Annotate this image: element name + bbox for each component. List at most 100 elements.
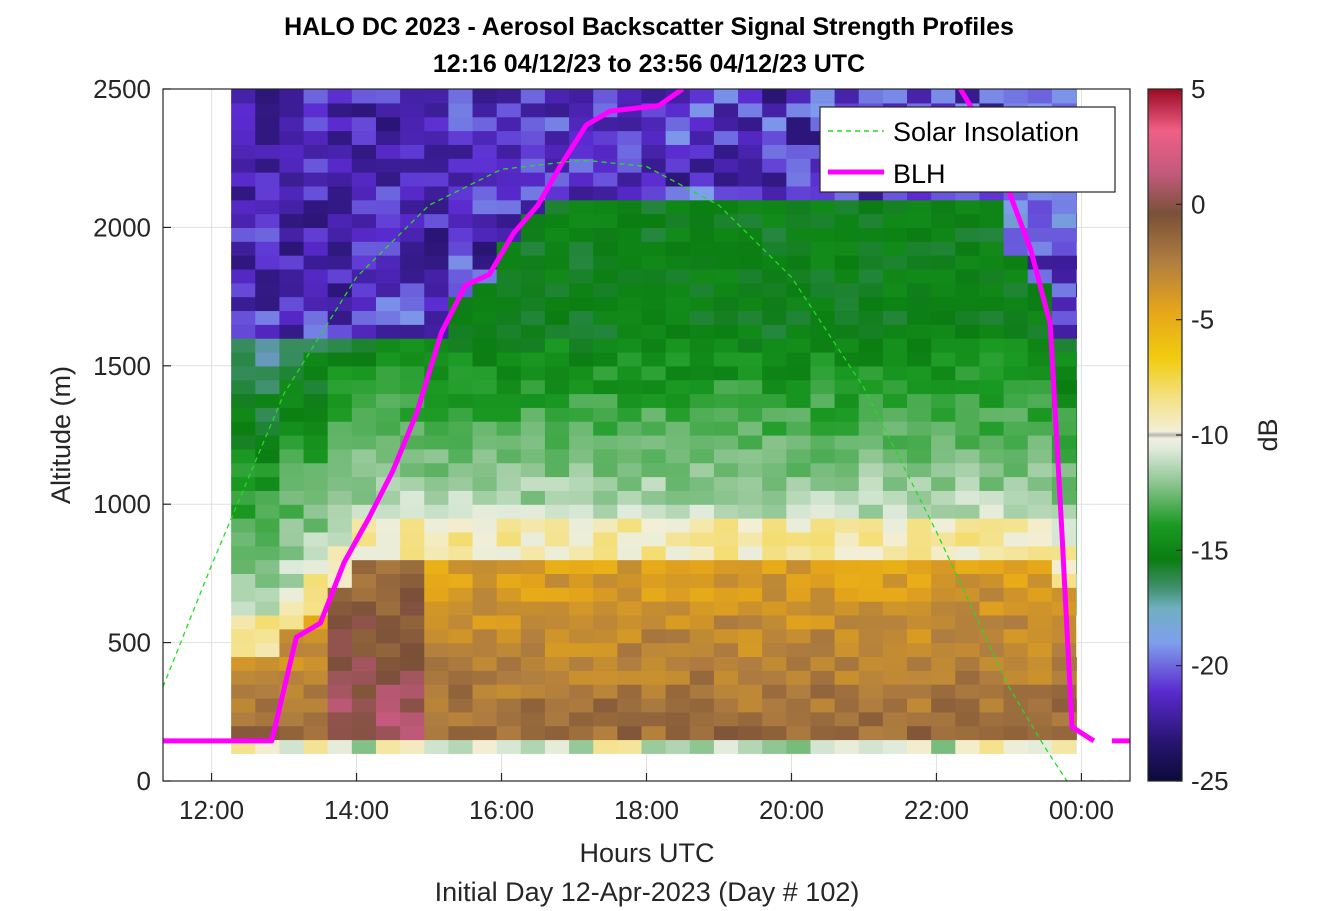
heatmap-cell (931, 531, 956, 547)
heatmap-cell (786, 255, 812, 270)
heatmap-cell (1027, 628, 1053, 644)
heatmap-cell (907, 531, 932, 547)
heatmap-cell (1076, 573, 1077, 588)
heatmap-cell (641, 268, 667, 284)
heatmap-cell (979, 407, 1005, 422)
heatmap-cell (689, 421, 715, 436)
heatmap-cell (834, 351, 860, 367)
heatmap-cell (375, 144, 401, 159)
heatmap-cell (713, 351, 739, 367)
heatmap-cell (979, 227, 1005, 242)
heatmap-cell (255, 351, 281, 367)
heatmap-cell (713, 725, 739, 741)
heatmap-cell (786, 601, 812, 616)
heatmap-cell (858, 587, 884, 602)
heatmap-cell (858, 504, 884, 519)
heatmap-cell (351, 656, 377, 671)
heatmap-cell (907, 642, 932, 658)
heatmap-cell (400, 476, 425, 491)
heatmap-cell (1027, 421, 1053, 436)
heatmap-cell (665, 102, 691, 118)
heatmap-cell (327, 601, 353, 616)
heatmap-cell (665, 462, 691, 478)
heatmap-cell (979, 697, 1005, 713)
heatmap-cell (1027, 338, 1053, 353)
heatmap-cell (351, 601, 377, 616)
heatmap-cell (931, 241, 956, 256)
heatmap-cell (255, 213, 281, 228)
heatmap-cell (1076, 559, 1077, 574)
heatmap-cell (810, 601, 836, 616)
heatmap-cell (931, 268, 956, 284)
heatmap-cell (689, 725, 715, 741)
heatmap-cell (593, 268, 618, 284)
heatmap-cell (762, 102, 787, 118)
heatmap-cell (713, 601, 739, 616)
heatmap-cell (810, 241, 836, 256)
heatmap-cell (569, 614, 594, 630)
heatmap-cell (810, 573, 836, 588)
heatmap-cell (448, 116, 474, 132)
heatmap-cell (424, 601, 449, 616)
heatmap-cell (641, 601, 667, 616)
heatmap-cell (834, 518, 860, 533)
heatmap-cell (424, 642, 449, 658)
heatmap-cell (834, 504, 860, 519)
heatmap-cell (617, 587, 643, 602)
heatmap-cell (255, 614, 281, 630)
heatmap-cell (979, 338, 1005, 353)
heatmap-cell (858, 379, 884, 395)
heatmap-cell (255, 116, 281, 132)
heatmap-cell (689, 628, 715, 644)
heatmap-cell (1027, 656, 1053, 671)
heatmap-cell (617, 213, 643, 228)
heatmap-cell (448, 158, 474, 173)
heatmap-cell (617, 351, 643, 367)
heatmap-cell (979, 282, 1005, 298)
heatmap-cell (955, 324, 981, 339)
heatmap-cell (955, 310, 981, 325)
heatmap-cell (327, 739, 353, 754)
heatmap-cell (907, 282, 932, 298)
heatmap-cell (858, 89, 884, 104)
heatmap-cell (1003, 255, 1029, 270)
heatmap-cell (786, 684, 812, 699)
heatmap-cell (472, 462, 498, 478)
heatmap-cell (520, 255, 546, 270)
heatmap-cell (593, 379, 618, 395)
heatmap-cell (810, 296, 836, 312)
heatmap-cell (665, 185, 691, 201)
heatmap-cell (1027, 213, 1053, 228)
heatmap-cell (544, 587, 570, 602)
heatmap-cell (617, 185, 643, 201)
heatmap-cell (882, 614, 908, 630)
heatmap-cell (979, 199, 1005, 215)
heatmap-cell (713, 684, 739, 699)
heatmap-cell (351, 241, 377, 256)
heatmap-cell (979, 448, 1005, 464)
heatmap-cell (375, 711, 401, 727)
heatmap-cell (375, 351, 401, 367)
heatmap-cell (569, 476, 594, 491)
heatmap-cell (1027, 448, 1053, 464)
heatmap-cell (1076, 711, 1077, 727)
heatmap-cell (255, 130, 281, 145)
heatmap-cell (858, 725, 884, 741)
heatmap-cell (665, 725, 691, 741)
heatmap-cell (303, 338, 329, 353)
heatmap-cell (1003, 531, 1029, 547)
heatmap-cell (931, 573, 956, 588)
heatmap-cell (375, 255, 401, 270)
heatmap-cell (255, 379, 281, 395)
colorbar-tick-label: -25 (1191, 766, 1229, 796)
heatmap-cell (979, 518, 1005, 533)
heatmap-cell (303, 504, 329, 519)
heatmap-cell (786, 296, 812, 312)
heatmap-cell (907, 559, 932, 574)
heatmap-cell (617, 490, 643, 505)
heatmap-cell (400, 310, 425, 325)
heatmap-cell (448, 490, 474, 505)
heatmap-cell (907, 296, 932, 312)
heatmap-cell (303, 407, 329, 422)
heatmap-cell (665, 241, 691, 256)
